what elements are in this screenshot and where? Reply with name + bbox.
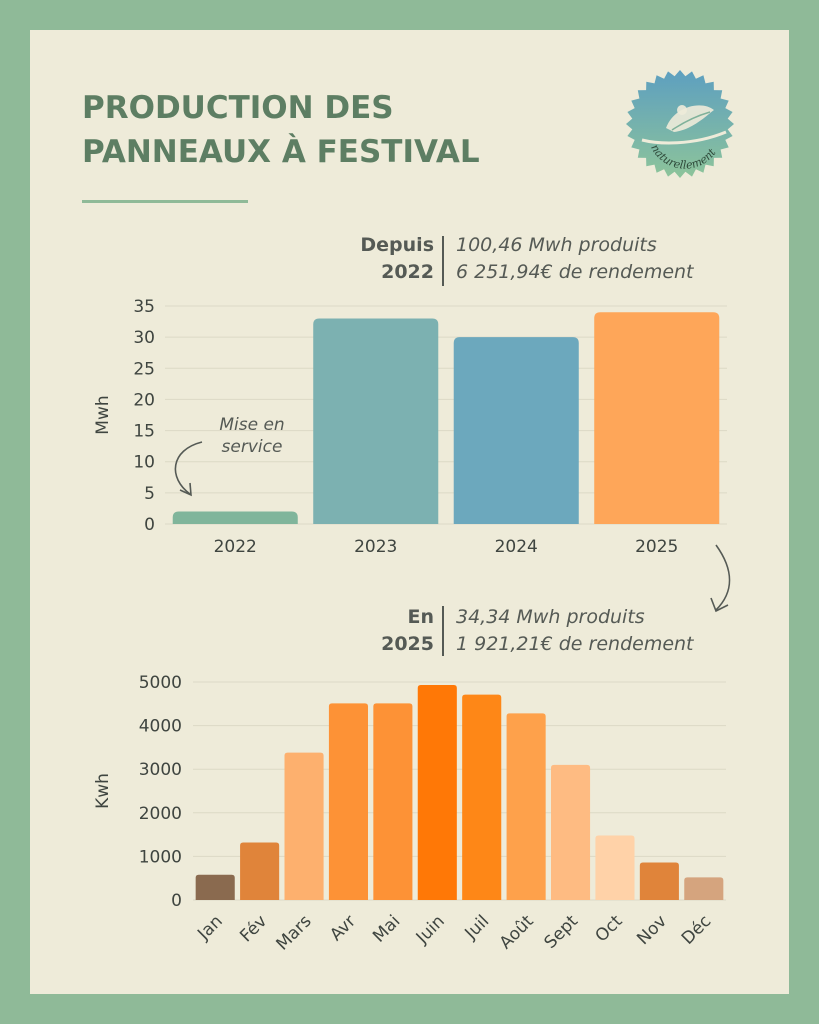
summary-total-divider (442, 236, 444, 286)
bar-Avr (328, 703, 369, 900)
bar-Déc (684, 877, 724, 900)
summary-2025-label: En 2025 (330, 604, 434, 658)
monthly-production-chart: 0 1000 2000 3000 4000 5000 Kwh Jan Fév Mars Avr Mai… (93, 673, 726, 954)
x-tick-label: Avr (326, 911, 360, 945)
leaf-sun-badge-icon: naturellement (626, 70, 734, 178)
y-tick-label: 10 (133, 453, 155, 473)
y-tick-label: 35 (133, 297, 155, 317)
x-tick-label: Août (496, 911, 538, 953)
y-axis-label: Kwh (93, 773, 113, 809)
bar-Juil (462, 694, 502, 900)
bar-Oct (595, 835, 635, 900)
title-line-1: PRODUCTION DES (82, 90, 394, 126)
summary-2025-value-line-2: 1 921,21€ de rendement (456, 633, 694, 655)
x-tick-label: 2024 (495, 537, 538, 557)
annotation-line-1: Mise en (219, 415, 284, 435)
y-tick-label: 1000 (139, 847, 182, 867)
summary-2025-divider (442, 606, 444, 656)
bar-Mars (284, 752, 324, 900)
x-tick-label: Déc (678, 911, 715, 948)
x-tick-label: Jan (193, 911, 226, 944)
y-axis-label: Mwh (93, 395, 113, 434)
bar-Jan (195, 874, 235, 900)
summary-2025-value-line-1: 34,34 Mwh produits (456, 606, 645, 628)
y-tick-label: 25 (133, 359, 155, 379)
y-tick-label: 2000 (139, 804, 182, 824)
x-tick-label: Mars (272, 911, 315, 954)
annotation-line-2: service (222, 437, 283, 457)
x-tick-label: Nov (633, 911, 671, 949)
bar-2023 (313, 318, 439, 524)
y-tick-label: 4000 (139, 717, 182, 737)
bar-Sept (550, 764, 591, 900)
summary-total-label-line-1: Depuis (360, 234, 434, 256)
x-tick-label: Oct (592, 911, 627, 946)
y-tick-label: 0 (171, 891, 182, 911)
summary-total-values: 100,46 Mwh produits 6 251,94€ de rendeme… (456, 232, 694, 286)
bar-2025 (594, 312, 720, 524)
annotation-arrow (174, 441, 203, 495)
summary-2025-label-line-1: En (407, 606, 434, 628)
bar-2022 (172, 511, 298, 524)
bar-Nov (639, 862, 679, 900)
x-tick-label: Mai (369, 911, 404, 946)
connector-arrow (710, 544, 731, 613)
mise-en-service-annotation: Mise en service (174, 415, 285, 497)
x-tick-label: Sept (541, 911, 583, 953)
x-tick-label: 2022 (214, 537, 257, 557)
page-title: PRODUCTION DES PANNEAUX À FESTIVAL (82, 86, 480, 174)
x-tick-label: Fév (236, 911, 271, 946)
annotation-arrowhead (179, 482, 192, 497)
summary-total-label-line-2: 2022 (381, 261, 434, 283)
y-tick-label: 20 (133, 390, 155, 410)
bar-Fév (240, 842, 280, 900)
bar-Juin (417, 685, 457, 900)
y-tick-label: 0 (144, 515, 155, 535)
summary-total-label: Depuis 2022 (330, 232, 434, 286)
y-tick-label: 15 (133, 422, 155, 442)
x-tick-label: 2025 (635, 537, 678, 557)
y-tick-label: 5 (144, 484, 155, 504)
summary-total-value-line-2: 6 251,94€ de rendement (456, 261, 694, 283)
bar-Août (506, 713, 546, 900)
summary-2025-label-line-2: 2025 (381, 633, 434, 655)
y-tick-label: 3000 (139, 760, 182, 780)
x-tick-label: Juil (461, 911, 494, 944)
title-line-2: PANNEAUX À FESTIVAL (82, 134, 480, 170)
x-tick-label: Juin (412, 911, 449, 948)
summary-2025-values: 34,34 Mwh produits 1 921,21€ de rendemen… (456, 604, 694, 658)
x-tick-label: 2023 (354, 537, 397, 557)
summary-total-value-line-1: 100,46 Mwh produits (456, 234, 657, 256)
y-tick-label: 5000 (139, 673, 182, 693)
bar-Mai (373, 703, 413, 900)
y-tick-label: 30 (133, 328, 155, 348)
bar-2024 (453, 337, 579, 524)
title-underline (82, 200, 248, 203)
